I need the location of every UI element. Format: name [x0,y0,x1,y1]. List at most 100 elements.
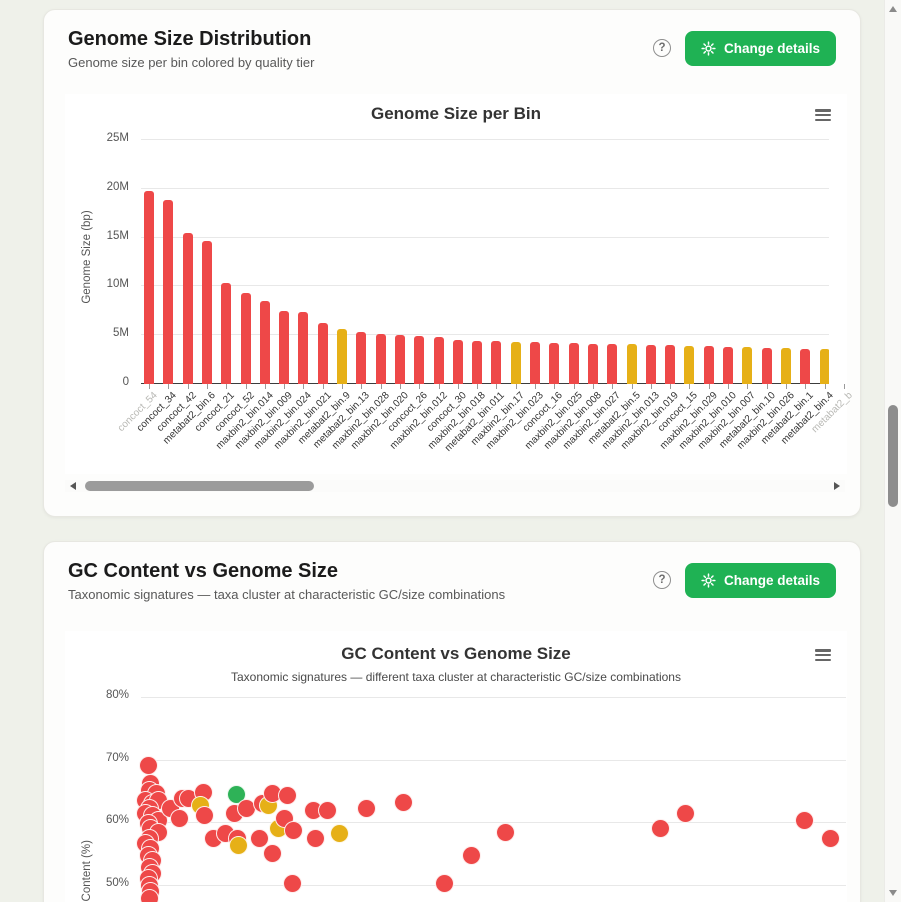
bar-maxbin2_bin.009[interactable] [279,310,290,384]
bar-maxbin2_bin.007[interactable] [742,347,753,384]
x-axis-tick [573,384,575,389]
scatter-point[interactable] [821,828,841,848]
bar-maxbin2_bin.17[interactable] [510,341,521,384]
scatter-point[interactable] [138,756,158,776]
scatter-point[interactable] [229,836,249,856]
scatter-point[interactable] [278,786,298,806]
scatter-point[interactable] [169,809,189,829]
bar-maxbin2_bin.010[interactable] [723,346,733,384]
change-details-button[interactable]: Change details [684,562,836,598]
help-icon[interactable]: ? [652,571,671,589]
scatter-point[interactable] [794,810,814,830]
bar-maxbin2_bin.028[interactable] [375,333,386,384]
bar-concoct_52[interactable] [240,293,251,384]
x-axis-tick [361,384,363,389]
bar-concoct_34[interactable] [163,199,174,384]
x-axis-tick [419,384,421,389]
chart-menu-icon[interactable] [815,109,831,121]
x-axis-tick [399,384,401,389]
scatter-point[interactable] [676,804,696,824]
scatter-point[interactable] [357,799,377,819]
bar-concoct_21[interactable] [221,283,232,384]
change-details-button[interactable]: Change details [684,30,836,66]
y-tick-label: 5M [113,327,129,340]
bar-maxbin2_bin.012[interactable] [433,337,444,384]
scatter-point[interactable] [194,806,214,826]
bar-metabat2_bin.5[interactable] [626,344,637,384]
x-axis-tick [708,384,710,389]
scatter-point[interactable] [318,801,338,821]
scatter-point[interactable] [495,822,515,842]
bar-maxbin2_bin.018[interactable] [472,340,483,384]
x-axis-tick [226,384,228,389]
x-axis-tick [457,384,459,389]
bar-concoct_42[interactable] [182,232,193,384]
bar-maxbin2_bin.026[interactable] [780,348,791,384]
x-axis-tick [631,384,633,389]
bar-maxbin2_bin.019[interactable] [665,345,676,384]
genome-size-distribution-card: Genome Size Distribution Genome size per… [43,9,861,517]
chart-menu-icon[interactable] [815,649,831,661]
bar-metabat2_bin.10[interactable] [761,347,772,384]
bar-maxbin2_bin.024[interactable] [298,311,309,384]
x-axis-tick [187,384,189,389]
bar-maxbin2_bin.014[interactable] [259,301,270,384]
scatter-point[interactable] [283,874,303,894]
scatter-point[interactable] [434,873,454,893]
card-title-block: GC Content vs Genome Size Taxonomic sign… [68,559,505,602]
x-axis-tick [824,384,826,389]
scroll-up-icon[interactable] [889,6,897,12]
bar-maxbin2_bin.023[interactable] [530,342,540,384]
bar-metabat2_bin.011[interactable] [491,341,502,384]
scroll-down-icon[interactable] [889,890,897,896]
bar-concoct_54[interactable] [144,190,154,384]
x-axis-line [141,383,829,384]
scatter-point[interactable] [139,888,159,902]
x-axis-tick [342,384,343,389]
gridline [141,759,846,761]
help-icon[interactable]: ? [652,39,671,57]
chart-horizontal-scrollbar[interactable] [65,480,845,492]
bar-concoct_16[interactable] [549,342,560,384]
bar-concoct_30[interactable] [452,340,463,384]
horizontal-scrollbar-thumb[interactable] [85,481,314,491]
x-axis-tick [206,384,208,389]
bar-metabat2_bin.6[interactable] [201,240,212,384]
bar-maxbin2_bin.008[interactable] [587,343,598,384]
x-axis-tick [612,384,614,389]
bar-maxbin2_bin.029[interactable] [703,346,714,384]
bar-maxbin2_bin.020[interactable] [394,335,405,384]
bar-maxbin2_bin.021[interactable] [317,322,328,384]
scatter-point[interactable] [226,785,246,804]
bar-maxbin2_bin.025[interactable] [568,343,579,384]
scroll-right-icon[interactable] [834,482,840,490]
bar-concoct_15[interactable] [684,345,695,384]
scatter-point[interactable] [329,824,349,844]
y-tick-label: 0 [122,376,129,388]
bar-metabat2_bin.4[interactable] [819,349,829,384]
scatter-point[interactable] [249,829,269,849]
bar-concoct_26[interactable] [414,335,425,384]
gridline [141,187,829,189]
scatter-point[interactable] [651,818,671,838]
scatter-point[interactable] [394,792,414,812]
scatter-point[interactable] [306,829,326,849]
bar-metabat2_bin.9[interactable] [337,329,347,384]
scatter-plot-area [136,697,846,902]
y-tick-label: 20M [106,180,129,193]
x-axis-tick [785,384,787,389]
page-vertical-scrollbar[interactable] [884,0,901,902]
bar-metabat2_bin.1[interactable] [800,348,811,384]
bar-maxbin2_bin.027[interactable] [607,343,618,384]
scatter-point[interactable] [462,846,482,866]
vertical-scrollbar-thumb[interactable] [888,405,898,507]
bar-metabat2_bin.13[interactable] [356,332,367,384]
scroll-left-icon[interactable] [70,482,76,490]
scatter-point[interactable] [262,844,282,864]
scatter-chart-subtitle: Taxonomic signatures — different taxa cl… [231,670,681,684]
bar-maxbin2_bin.013[interactable] [645,344,656,384]
gridline [141,822,846,823]
scatter-point[interactable] [284,821,304,841]
x-axis-tick [496,384,498,389]
x-axis-tick [264,384,266,389]
